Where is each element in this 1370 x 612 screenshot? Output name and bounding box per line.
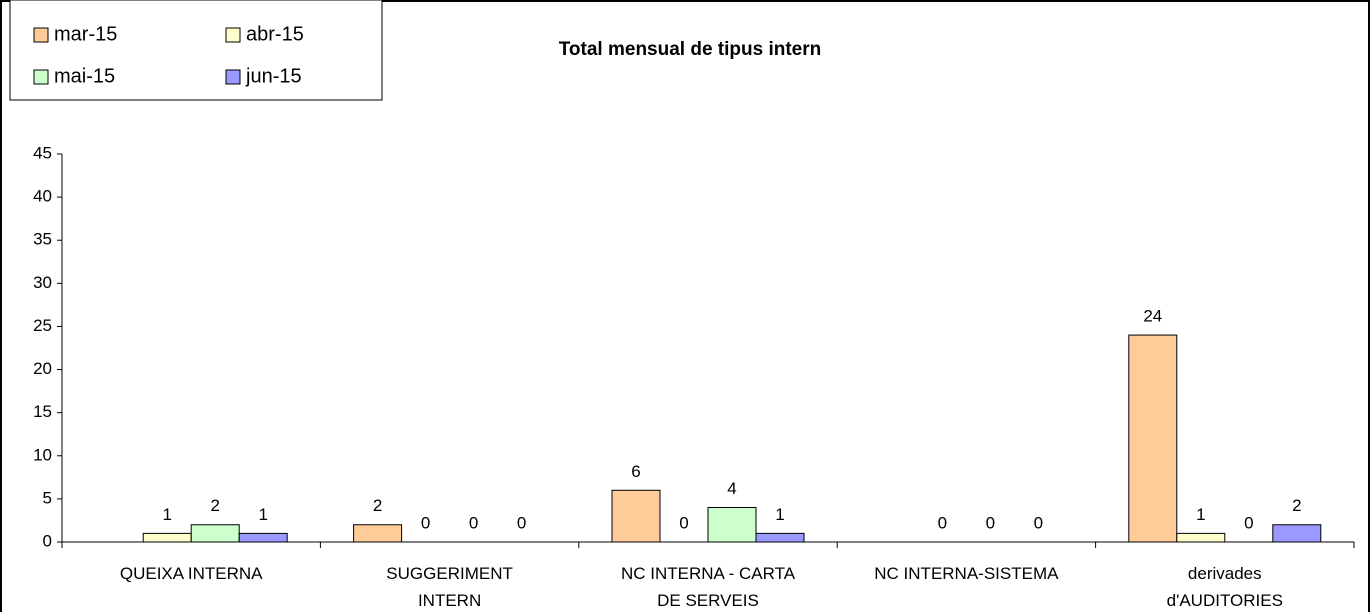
y-tick-label: 10 (33, 445, 52, 464)
x-tick-label: SUGGERIMENT INTERN (386, 564, 513, 610)
x-tick-label: NC INTERNA - CARTA DE SERVEIS (620, 564, 796, 610)
legend-label: mai-15 (54, 65, 115, 87)
bar (190, 524, 240, 543)
bar (142, 532, 192, 543)
data-label: 0 (986, 513, 995, 532)
y-tick-label: 25 (33, 316, 52, 335)
y-tick-label: 20 (33, 359, 52, 378)
data-label: 24 (1143, 307, 1162, 326)
y-tick-label: 0 (43, 531, 52, 550)
data-label: 0 (1034, 513, 1043, 532)
data-label: 1 (162, 505, 171, 524)
data-label: 2 (1292, 496, 1301, 515)
y-tick-label: 15 (33, 402, 52, 421)
x-tick-label: derivades d'AUDITORIES (1166, 564, 1283, 610)
data-label: 0 (517, 513, 526, 532)
legend-label: jun-15 (245, 65, 302, 87)
data-label: 2 (373, 496, 382, 515)
data-label: 0 (421, 513, 430, 532)
x-tick-label: QUEIXA INTERNA (119, 564, 263, 583)
y-tick-label: 5 (43, 488, 52, 507)
bar (755, 532, 805, 543)
bar (611, 489, 661, 543)
data-label: 6 (631, 462, 640, 481)
bar (1272, 524, 1322, 543)
data-label: 0 (938, 513, 947, 532)
data-label: 2 (210, 496, 219, 515)
x-tick-label: NC INTERNA-SISTEMA (874, 564, 1059, 583)
chart-title: Total mensual de tipus intern (559, 39, 822, 60)
data-label: 0 (1244, 513, 1253, 532)
data-label: 1 (1196, 505, 1205, 524)
legend-swatch (33, 69, 49, 85)
data-label: 1 (775, 505, 784, 524)
bar (353, 524, 403, 543)
legend-box (9, 0, 383, 101)
data-label: 1 (258, 505, 267, 524)
bar (238, 532, 288, 543)
y-tick-label: 35 (33, 230, 52, 249)
y-tick-label: 45 (33, 143, 52, 162)
bar (1128, 334, 1178, 543)
legend-swatch (225, 27, 241, 43)
y-tick-label: 30 (33, 273, 52, 292)
legend-swatch (225, 69, 241, 85)
legend-swatch (33, 27, 49, 43)
bar (1176, 532, 1226, 543)
legend-label: abr-15 (246, 23, 304, 45)
data-label: 0 (679, 513, 688, 532)
data-label: 0 (469, 513, 478, 532)
bar (707, 507, 757, 543)
legend-label: mar-15 (54, 23, 117, 45)
y-tick-label: 40 (33, 187, 52, 206)
data-label: 4 (727, 479, 736, 498)
